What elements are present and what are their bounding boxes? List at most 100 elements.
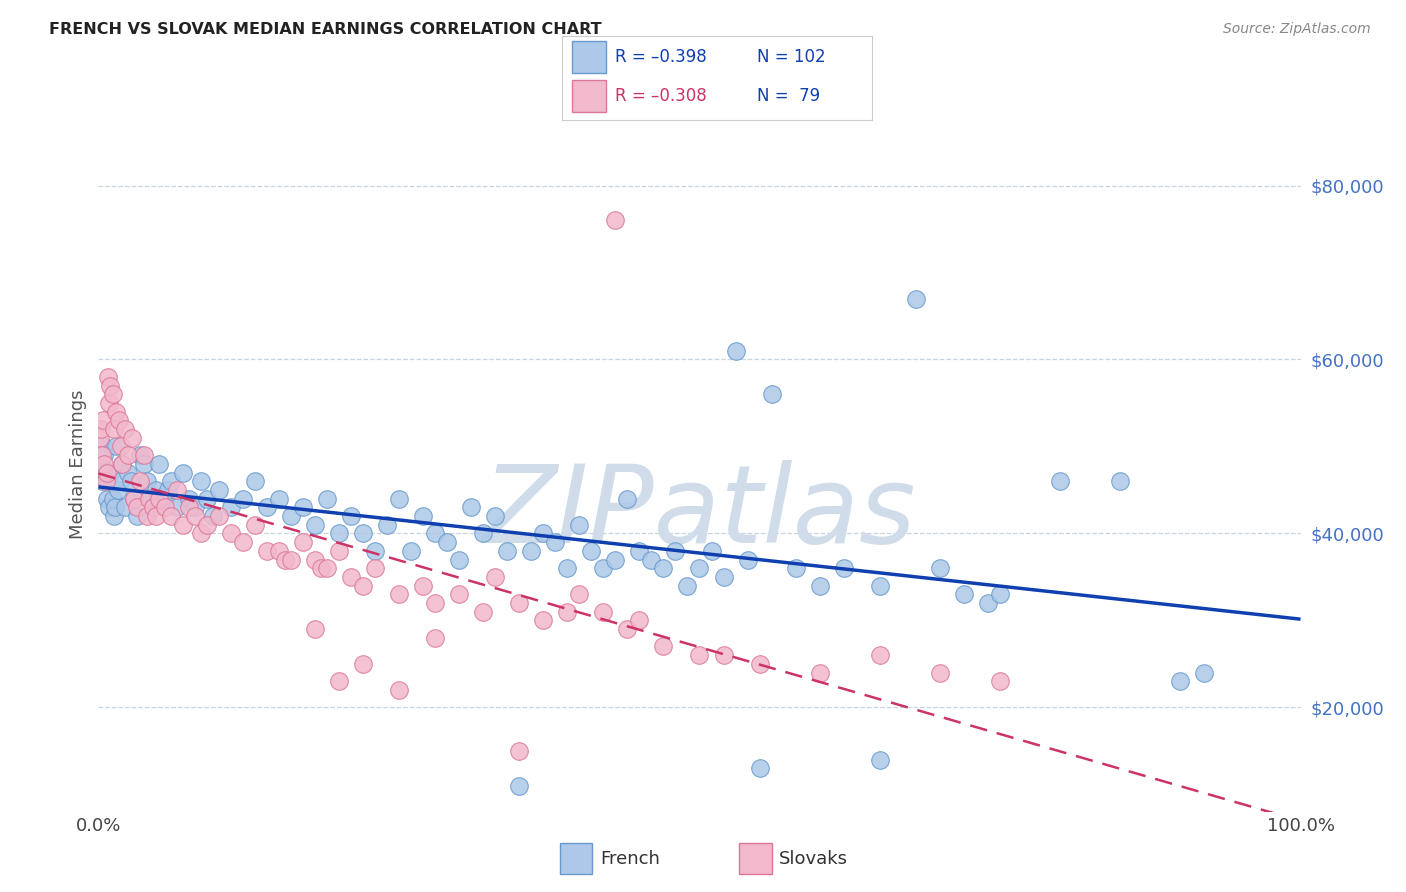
Point: [640, 552, 662, 566]
Text: Slovaks: Slovaks: [779, 849, 848, 868]
Point: [100, 378, 122, 392]
Point: [129, 448, 152, 462]
Point: [412, 579, 434, 593]
Point: [195, 491, 218, 506]
Point: [148, 457, 170, 471]
Point: [89, 431, 111, 445]
Point: [652, 561, 675, 575]
Point: [700, 543, 723, 558]
Point: [713, 648, 735, 662]
Point: [267, 543, 290, 558]
Point: [166, 500, 188, 515]
Point: [94, 466, 117, 480]
Text: R = –0.398: R = –0.398: [614, 48, 707, 66]
Point: [125, 508, 148, 523]
Point: [605, 213, 627, 227]
Point: [114, 500, 136, 515]
Point: [280, 508, 302, 523]
FancyBboxPatch shape: [560, 843, 592, 874]
Point: [904, 292, 927, 306]
Text: ZIPatlas: ZIPatlas: [482, 460, 917, 565]
Point: [107, 483, 129, 497]
Point: [508, 744, 530, 758]
Point: [423, 596, 446, 610]
Point: [117, 466, 139, 480]
Point: [124, 491, 146, 506]
Point: [243, 475, 266, 489]
Point: [101, 491, 124, 506]
Point: [304, 552, 326, 566]
Point: [274, 552, 297, 566]
Point: [219, 500, 242, 515]
Point: [592, 605, 614, 619]
Point: [103, 508, 125, 523]
Point: [309, 561, 332, 575]
Text: R = –0.308: R = –0.308: [614, 87, 707, 105]
Point: [544, 535, 567, 549]
Text: FRENCH VS SLOVAK MEDIAN EARNINGS CORRELATION CHART: FRENCH VS SLOVAK MEDIAN EARNINGS CORRELA…: [49, 22, 602, 37]
Point: [808, 665, 831, 680]
Point: [100, 466, 122, 480]
Point: [172, 466, 194, 480]
Text: French: French: [600, 849, 659, 868]
Point: [135, 475, 157, 489]
Point: [808, 579, 831, 593]
Point: [652, 640, 675, 654]
Point: [364, 543, 387, 558]
Point: [328, 526, 350, 541]
Point: [977, 596, 1000, 610]
Point: [688, 648, 710, 662]
Point: [132, 448, 155, 462]
Point: [460, 500, 482, 515]
Point: [141, 500, 163, 515]
Point: [568, 587, 591, 601]
Point: [1109, 475, 1132, 489]
Point: [676, 579, 699, 593]
Point: [91, 440, 114, 454]
Point: [472, 526, 495, 541]
Point: [832, 561, 855, 575]
Point: [153, 491, 176, 506]
Point: [166, 483, 188, 497]
Point: [157, 483, 180, 497]
Point: [291, 535, 314, 549]
Point: [423, 631, 446, 645]
Point: [93, 448, 115, 462]
Point: [399, 543, 422, 558]
Point: [232, 535, 254, 549]
Point: [110, 440, 132, 454]
Point: [93, 457, 115, 471]
Point: [988, 587, 1011, 601]
Point: [605, 552, 627, 566]
Point: [508, 596, 530, 610]
Point: [120, 475, 142, 489]
Point: [98, 396, 121, 410]
Point: [748, 761, 770, 775]
Point: [97, 475, 120, 489]
Point: [423, 526, 446, 541]
Point: [616, 622, 638, 636]
Point: [124, 491, 146, 506]
Point: [869, 753, 891, 767]
Point: [688, 561, 710, 575]
Point: [447, 587, 470, 601]
Point: [785, 561, 807, 575]
Y-axis label: Median Earnings: Median Earnings: [69, 389, 87, 539]
Point: [114, 422, 136, 436]
Point: [388, 587, 411, 601]
Point: [1194, 665, 1216, 680]
Point: [436, 535, 458, 549]
Point: [304, 622, 326, 636]
Point: [664, 543, 686, 558]
Point: [869, 579, 891, 593]
Point: [190, 475, 212, 489]
Point: [94, 475, 117, 489]
Point: [138, 491, 160, 506]
Point: [315, 491, 337, 506]
Point: [304, 517, 326, 532]
Point: [91, 475, 114, 489]
Point: [101, 387, 124, 401]
Point: [761, 387, 783, 401]
Point: [139, 491, 162, 506]
Point: [145, 483, 167, 497]
